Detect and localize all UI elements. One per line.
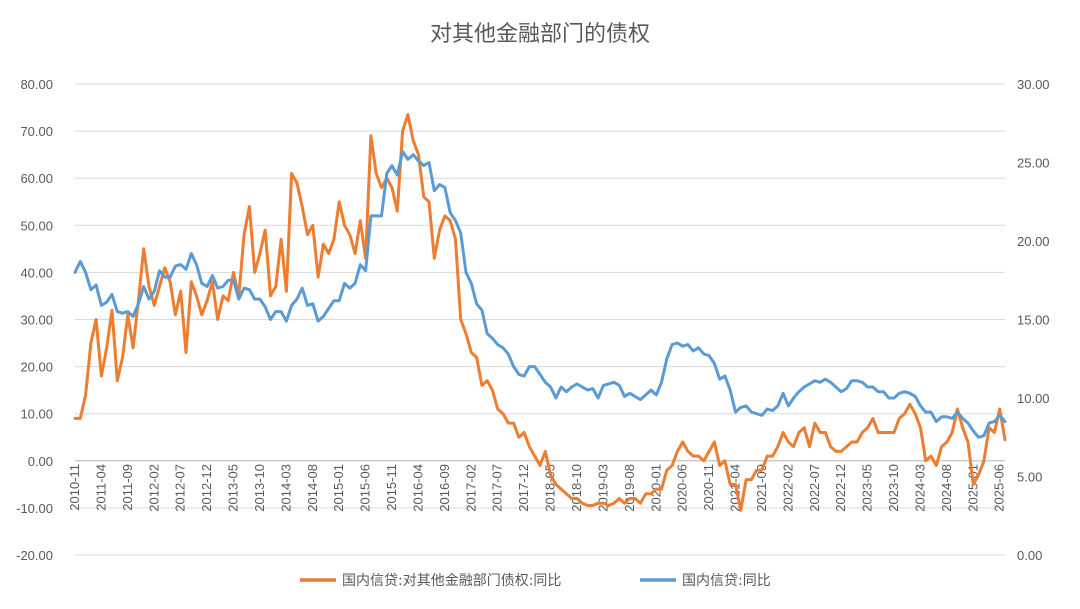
legend-label-other-financial: 国内信贷:对其他金融部门债权:同比 <box>342 573 561 589</box>
x-tick-label: 2017-07 <box>490 464 505 512</box>
left-y-axis: -20.00 -10.00 0.00 10.00 20.00 30.00 40.00 50.0… <box>16 77 53 563</box>
x-tick-label: 2022-02 <box>780 464 795 512</box>
x-tick-label: 2021-09 <box>754 464 769 512</box>
chart-title: 对其他金融部门的债权 <box>430 22 650 47</box>
x-tick-label: 2017-12 <box>516 464 531 512</box>
x-tick-label: 2015-06 <box>358 464 373 512</box>
x-tick-label: 2012-07 <box>173 464 188 512</box>
series-layer <box>73 113 1007 512</box>
x-tick-label: 2011-04 <box>93 464 108 511</box>
left-tick-label: 20.00 <box>20 360 53 375</box>
left-tick-label: -10.00 <box>16 501 53 516</box>
right-tick-label: 20.00 <box>1017 234 1050 249</box>
x-tick-label: 2019-03 <box>595 464 610 512</box>
right-tick-label: 25.00 <box>1017 156 1050 171</box>
x-tick-label: 2020-11 <box>701 464 716 511</box>
left-tick-label: 70.00 <box>20 124 53 139</box>
x-tick-label: 2022-07 <box>807 464 822 512</box>
x-tick-label: 2022-12 <box>833 464 848 512</box>
x-tick-label: 2025-06 <box>992 464 1007 512</box>
right-tick-label: 15.00 <box>1017 313 1050 328</box>
right-tick-label: 5.00 <box>1017 470 1042 485</box>
right-tick-label: 0.00 <box>1017 548 1042 563</box>
x-tick-label: 2011-09 <box>120 464 135 511</box>
right-y-axis: 0.00 5.00 10.00 15.00 20.00 25.00 30.00 <box>1017 77 1050 563</box>
x-tick-label: 2023-10 <box>886 464 901 512</box>
x-tick-label: 2015-01 <box>331 464 346 512</box>
series-line-domestic-credit <box>73 150 1007 439</box>
right-tick-label: 30.00 <box>1017 77 1050 92</box>
left-tick-label: 50.00 <box>20 218 53 233</box>
legend: 国内信贷:对其他金融部门债权:同比 国内信贷:同比 <box>300 573 771 589</box>
x-tick-label: 2016-04 <box>410 464 425 512</box>
x-axis: 2010-11 2011-04 2011-09 2012-02 2012-07 2012-… <box>67 460 1007 512</box>
x-tick-label: 2015-11 <box>384 464 399 511</box>
x-tick-label: 2014-03 <box>278 464 293 512</box>
x-tick-label: 2012-02 <box>146 464 161 512</box>
x-tick-label: 2013-05 <box>226 464 241 512</box>
left-tick-label: 10.00 <box>20 407 53 422</box>
x-tick-label: 2013-10 <box>252 464 267 512</box>
x-tick-label: 2020-06 <box>675 464 690 512</box>
left-tick-label: -20.00 <box>16 548 53 563</box>
left-tick-label: 40.00 <box>20 265 53 280</box>
x-tick-label: 2017-02 <box>463 464 478 512</box>
left-tick-label: 60.00 <box>20 171 53 186</box>
left-tick-label: 0.00 <box>28 454 53 469</box>
x-tick-label: 2024-08 <box>939 464 954 512</box>
legend-label-domestic-credit: 国内信贷:同比 <box>682 573 771 589</box>
left-tick-label: 80.00 <box>20 77 53 92</box>
x-tick-label: 2023-05 <box>860 464 875 512</box>
series-line-other-financial <box>73 113 1007 512</box>
left-tick-label: 30.00 <box>20 313 53 328</box>
right-tick-label: 10.00 <box>1017 391 1050 406</box>
x-tick-label: 2014-08 <box>305 464 320 512</box>
x-tick-label: 2010-11 <box>67 464 82 511</box>
x-tick-label: 2016-09 <box>437 464 452 512</box>
x-tick-label: 2018-05 <box>543 464 558 512</box>
x-tick-label: 2024-03 <box>912 464 927 512</box>
x-tick-label: 2012-12 <box>199 464 214 512</box>
